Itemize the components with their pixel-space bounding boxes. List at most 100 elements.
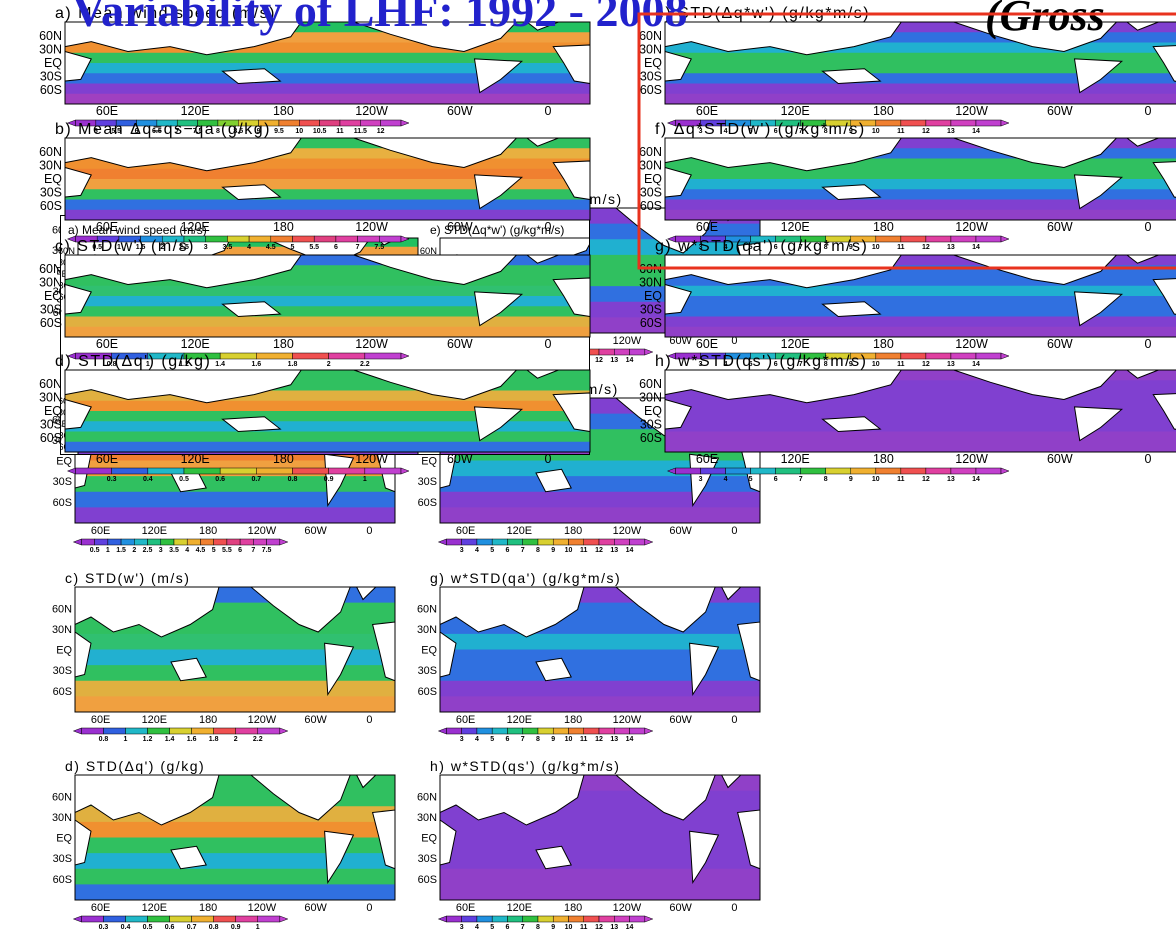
colorbar-label: 0.6	[215, 476, 225, 483]
lon-label: 120E	[142, 714, 167, 726]
lat-label: 60S	[53, 874, 72, 886]
colorbar-cell	[329, 353, 365, 359]
lon-label: 120E	[142, 525, 167, 537]
lon-label: 180	[564, 714, 582, 726]
colorbar-label: 9	[551, 736, 555, 743]
colorbar-cell	[340, 120, 360, 126]
colorbar-label: 4	[247, 244, 251, 251]
colorbar-cell	[76, 468, 112, 474]
colorbar-label: 11	[580, 736, 588, 743]
lat-label: 30N	[639, 158, 662, 172]
colorbar-arrow	[438, 916, 446, 922]
lon-label: 180	[873, 104, 894, 118]
colorbar-cell	[599, 728, 614, 734]
colorbar-label: 12	[595, 357, 603, 364]
lat-label: 30S	[40, 418, 62, 432]
colorbar-label: 4	[475, 924, 479, 931]
lon-label: 0	[731, 525, 737, 537]
colorbar-cell	[630, 539, 645, 545]
lat-label: 60N	[52, 603, 72, 615]
lon-label: 60W	[447, 337, 473, 351]
colorbar-label: 5	[291, 244, 295, 251]
colorbar-cell	[876, 120, 901, 126]
colorbar-cell	[876, 353, 901, 359]
lon-label: 120E	[507, 902, 532, 914]
colorbar-arrow	[1001, 236, 1009, 242]
colorbar-label: 1.4	[165, 736, 175, 743]
colorbar-label: 0.8	[209, 924, 219, 931]
lon-label: 180	[873, 220, 894, 234]
lat-label: 30N	[52, 624, 72, 636]
colorbar-cell	[492, 728, 507, 734]
lon-label: 60W	[304, 525, 327, 537]
lat-label: 30N	[639, 275, 662, 289]
colorbar-label: 3	[699, 476, 703, 483]
colorbar-label: 11	[336, 128, 344, 135]
colorbar-cell	[220, 353, 256, 359]
lon-label: 120W	[955, 220, 988, 234]
colorbar-label: 0.3	[107, 476, 117, 483]
colorbar-cell	[701, 468, 726, 474]
lat-label: 30S	[640, 418, 662, 432]
colorbar-arrow	[645, 539, 653, 545]
lat-label: 60S	[640, 316, 662, 330]
map-band	[75, 492, 395, 508]
colorbar-label: 3	[460, 547, 464, 554]
colorbar-label: 11	[897, 244, 905, 251]
colorbar-cell	[507, 539, 522, 545]
colorbar-label: 10	[565, 547, 573, 554]
colorbar-label: 3.5	[223, 244, 233, 251]
colorbar-cell	[630, 349, 645, 355]
map-band	[75, 665, 395, 681]
panel-label: g) w*STD(qa') (g/kg*m/s)	[430, 570, 621, 586]
colorbar-label: 13	[947, 361, 955, 368]
colorbar-cell	[568, 916, 583, 922]
colorbar-label: 5.5	[222, 547, 232, 554]
colorbar-cell	[446, 539, 461, 545]
colorbar-cell	[271, 236, 293, 242]
colorbar-label: 12	[922, 361, 930, 368]
lat-label: 60N	[420, 246, 437, 256]
lat-label: 60S	[40, 199, 62, 213]
colorbar-label: 6	[505, 924, 509, 931]
map-band	[440, 869, 760, 885]
colorbar-cell	[951, 353, 976, 359]
colorbar-label: 7	[356, 244, 360, 251]
colorbar-label: 4.5	[266, 244, 276, 251]
colorbar-cell	[614, 539, 629, 545]
colorbar-cell	[192, 728, 214, 734]
map-band	[75, 476, 395, 492]
colorbar-arrow	[280, 728, 288, 734]
colorbar-cell	[267, 539, 280, 545]
colorbar-cell	[477, 539, 492, 545]
colorbar-label: 13	[610, 357, 618, 364]
colorbar-cell	[329, 468, 365, 474]
colorbar-label: 1.2	[143, 736, 153, 743]
colorbar-arrow	[438, 539, 446, 545]
colorbar-cell	[81, 916, 103, 922]
colorbar-cell	[901, 468, 926, 474]
colorbar-cell	[951, 120, 976, 126]
colorbar-cell	[901, 236, 926, 242]
colorbar-cell	[726, 468, 751, 474]
map-band	[65, 306, 590, 317]
colorbar-label: 1.5	[116, 547, 126, 554]
colorbar-cell	[851, 468, 876, 474]
colorbar-label: 11.5	[354, 128, 367, 135]
lon-label: 60W	[304, 902, 327, 914]
colorbar-label: 2	[327, 361, 331, 368]
lon-label: 120E	[181, 337, 210, 351]
colorbar-arrow	[645, 728, 653, 734]
map-band	[665, 84, 1176, 95]
colorbar-label: 4	[475, 736, 479, 743]
colorbar-cell	[523, 728, 538, 734]
colorbar-cell	[256, 353, 292, 359]
lon-label: 120W	[355, 452, 388, 466]
lon-label: 120E	[507, 714, 532, 726]
colorbar-cell	[976, 236, 1001, 242]
colorbar-arrow	[280, 916, 288, 922]
map-band	[65, 327, 590, 338]
lat-label: 60N	[39, 262, 62, 276]
colorbar-label: 7.5	[262, 547, 272, 554]
colorbar-cell	[584, 539, 599, 545]
